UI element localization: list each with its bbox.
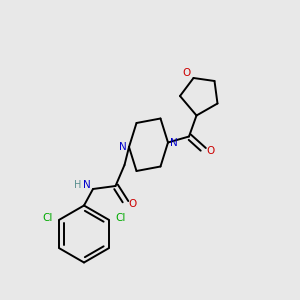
Text: O: O — [183, 68, 191, 79]
Text: Cl: Cl — [43, 213, 53, 223]
Text: Cl: Cl — [115, 213, 125, 223]
Text: N: N — [119, 142, 127, 152]
Text: N: N — [82, 180, 90, 190]
Text: O: O — [206, 146, 215, 157]
Text: N: N — [170, 137, 178, 148]
Text: O: O — [128, 199, 137, 209]
Text: H: H — [74, 180, 82, 190]
